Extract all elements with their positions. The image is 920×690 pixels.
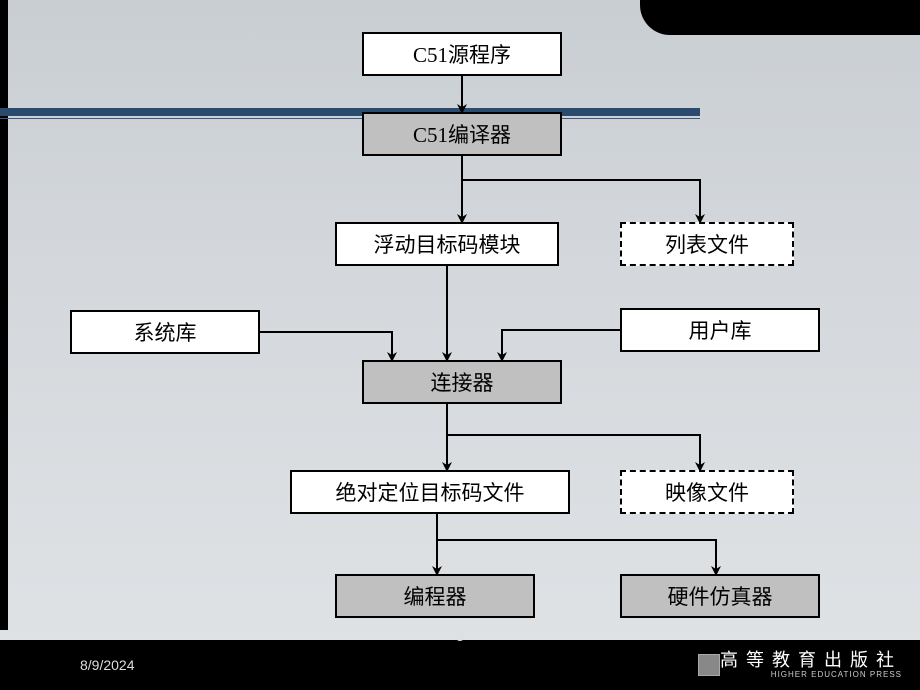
node-n5: 系统库 <box>70 310 260 354</box>
publisher-name-zh: 高等教育出版社 <box>720 651 902 671</box>
footer-page-number: 3 <box>456 628 464 644</box>
node-n11: 硬件仿真器 <box>620 574 820 618</box>
node-n4: 列表文件 <box>620 222 794 266</box>
edge-n5-n7 <box>260 332 392 360</box>
node-n6: 用户库 <box>620 308 820 352</box>
publisher-brand: 高等教育出版社 HIGHER EDUCATION PRESS <box>720 651 902 680</box>
edge-n2-n4 <box>462 180 700 222</box>
footer-date: 8/9/2024 <box>80 657 135 673</box>
node-n7: 连接器 <box>362 360 562 404</box>
edge-n8-n11 <box>437 540 716 574</box>
node-n2: C51编译器 <box>362 112 562 156</box>
footer-bar: 8/9/2024 3 高等教育出版社 HIGHER EDUCATION PRES… <box>0 640 920 690</box>
node-n3: 浮动目标码模块 <box>335 222 559 266</box>
node-n9: 映像文件 <box>620 470 794 514</box>
slide-background: C51源程序 C51编译器浮动目标码模块 列表文件系统库 用户库连接器绝对定位目标码文… <box>0 0 920 690</box>
node-n8: 绝对定位目标码文件 <box>290 470 570 514</box>
edge-n7-n9 <box>447 435 700 470</box>
publisher-logo-icon <box>698 654 720 676</box>
edge-n6-n7 <box>502 330 620 360</box>
node-n1: C51源程序 <box>362 32 562 76</box>
node-n10: 编程器 <box>335 574 535 618</box>
publisher-name-en: HIGHER EDUCATION PRESS <box>720 671 902 680</box>
